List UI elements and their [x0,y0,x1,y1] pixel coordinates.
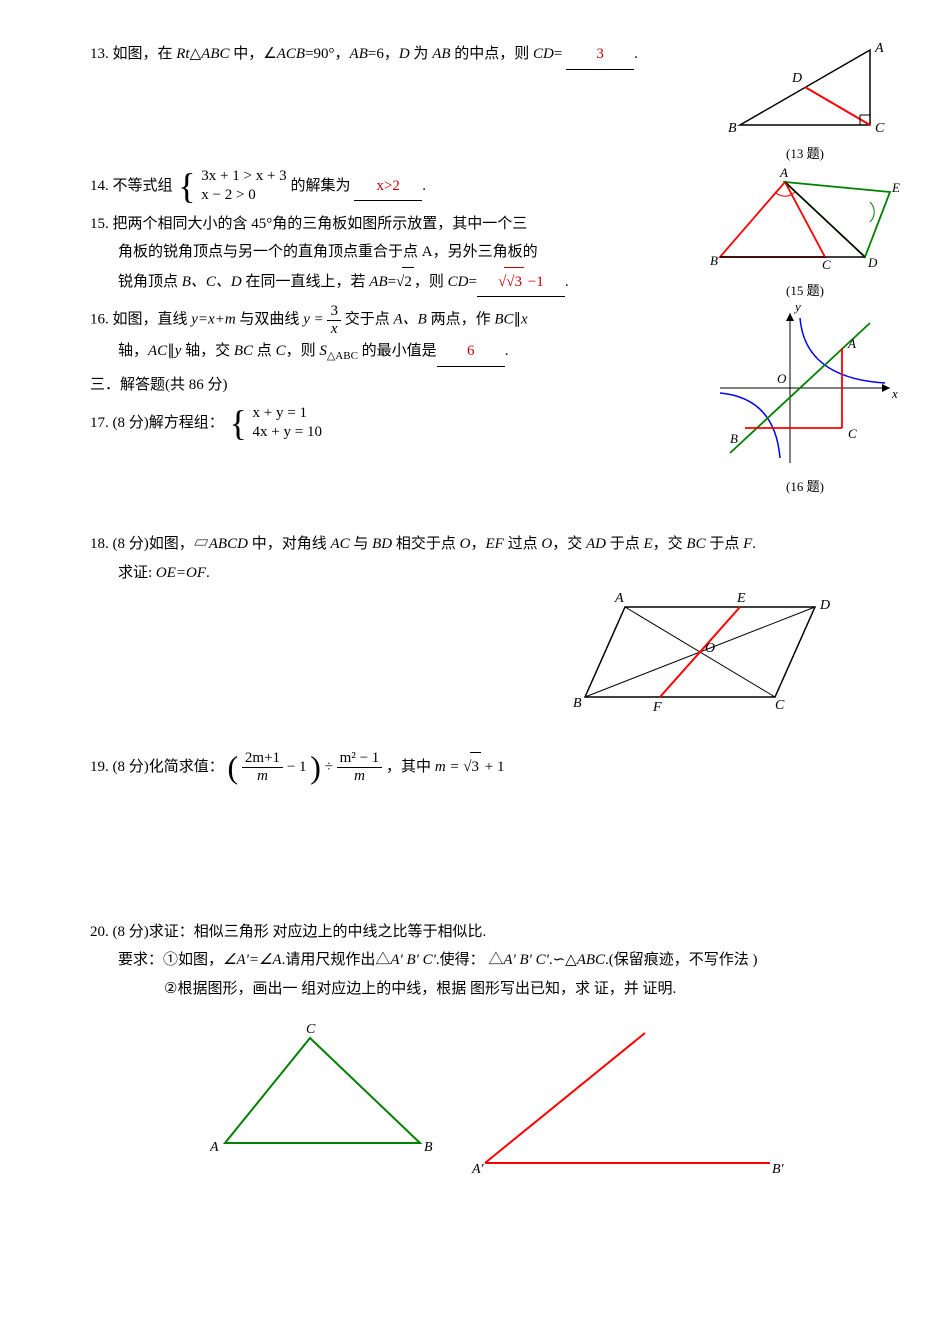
q13-content: 13. 如图，在 Rt△ABC 中，∠ACB=90°，AB=6，D 为 AB 的… [90,40,695,70]
svg-text:B': B' [772,1162,785,1177]
q15-figure: A B C D E (15 题) [705,167,905,304]
q18-figure: A D B C E F O [90,587,845,717]
q14-system: 3x + 1 > x + 3 x − 2 > 0 [201,167,286,206]
q16-content: 16. 如图，直线 y=x+m 与双曲线 y = 3x 交于点 A、B 两点，作… [90,303,695,442]
svg-text:E: E [891,180,900,195]
q16-line2: 轴，AC∥y 轴，交 BC 点 C，则 S△ABC 的最小值是6. [118,343,508,359]
svg-text:C: C [775,698,785,713]
q13-caption: (13 题) [786,142,824,167]
q16-blank: 6 [437,337,505,367]
q15-caption: (15 题) [786,279,824,304]
q13-text: 如图，在 Rt△ABC 中，∠ACB=90°，AB=6，D 为 AB 的中点，则… [113,46,638,62]
q13-svg: A B C D [720,40,890,140]
q16-caption: (16 题) [786,475,824,500]
svg-text:B: B [730,431,738,446]
svg-text:B: B [728,121,737,136]
q20-req: 要求：①如图，∠A'=∠A.请用尺规作出△A' B' C'.使得： △A' B'… [118,952,758,968]
svg-text:D: D [819,598,830,613]
q15-svg: A B C D E [710,167,900,277]
question-18: 18. (8 分)如图，▱ABCD 中，对角线 AC 与 BD 相交于点 O，E… [90,530,905,717]
svg-text:A': A' [471,1162,485,1177]
q14: 14. 不等式组 { 3x + 1 > x + 3 x − 2 > 0 的解集为… [90,167,695,206]
q16-figure: y x O A B C (16 题) [705,303,905,500]
svg-text:x: x [891,386,898,401]
svg-text:O: O [777,371,787,386]
svg-text:A: A [614,591,624,606]
q15-num: 15. [90,216,109,232]
q14-blank: x>2 [354,172,422,202]
question-20: 20. (8 分)求证：相似三角形 对应边上的中线之比等于相似比. 要求：①如图… [90,918,905,1184]
paren-icon: ) [310,749,321,785]
svg-text:A: A [210,1140,219,1155]
svg-text:A: A [779,167,788,180]
q19-num: 19. [90,759,109,775]
svg-text:B: B [710,253,718,268]
svg-text:O: O [705,641,715,656]
q20-figures: A B C A' B' [210,1023,905,1183]
svg-text:D: D [867,255,878,270]
q20-svg-left: A B C [210,1023,440,1163]
svg-text:A: A [847,336,856,351]
q16-num: 16. [90,312,109,328]
brace-icon: { [178,170,195,202]
section-3-heading: 三．解答题(共 86 分) [90,371,695,400]
fraction: 2m+1m [242,750,283,784]
svg-text:C: C [306,1023,316,1037]
q13-num: 13. [90,46,109,62]
q20-num: 20. [90,924,109,940]
q15: 15. 把两个相同大小的含 45°角的三角板如图所示放置，其中一个三 角板的锐角… [90,210,695,298]
q15-blank: √√3 −1 [477,267,565,298]
paren-icon: ( [228,749,239,785]
q14-15-content: 14. 不等式组 { 3x + 1 > x + 3 x − 2 > 0 的解集为… [90,167,695,298]
fraction: m² − 1m [337,750,383,784]
svg-text:B: B [424,1140,433,1155]
svg-text:C: C [875,121,885,136]
svg-text:D: D [791,71,802,86]
fraction: 3x [327,303,341,337]
q18-num: 18. [90,536,109,552]
question-16: 16. 如图，直线 y=x+m 与双曲线 y = 3x 交于点 A、B 两点，作… [90,303,905,500]
svg-text:y: y [793,303,801,314]
svg-text:B: B [573,696,582,711]
q15-line3: 锐角顶点 B、C、D 在同一直线上，若 AB=√2，则 CD=√√3 −1. [118,274,569,290]
q14-num: 14. [90,178,109,194]
svg-text:A: A [874,41,884,56]
q17: 17. (8 分)解方程组： { x + y = 1 4x + y = 10 [90,404,695,443]
q17-num: 17. [90,415,109,431]
svg-text:C: C [848,426,857,441]
q18-svg: A D B C E F O [565,587,845,717]
sqrt-icon: √3 [463,752,481,782]
q13-blank: 3 [566,40,634,70]
question-14-15: 14. 不等式组 { 3x + 1 > x + 3 x − 2 > 0 的解集为… [90,167,905,304]
q17-system: x + y = 1 4x + y = 10 [253,404,322,443]
q13-figure: A B C D (13 题) [705,40,905,167]
q20-req2: ②根据图形，画出一 组对应边上的中线，根据 图形写出已知，求 证，并 证明. [164,981,676,997]
question-13: 13. 如图，在 Rt△ABC 中，∠ACB=90°，AB=6，D 为 AB 的… [90,40,905,167]
q18-prove: 求证: OE=OF. [118,565,210,581]
svg-text:E: E [736,591,746,606]
q20-svg-right: A' B' [470,1023,790,1183]
svg-text:C: C [822,257,831,272]
question-19: 19. (8 分)化简求值： ( 2m+1m − 1 ) ÷ m² − 1m ，… [90,737,905,798]
sqrt-icon: √2 [396,267,414,297]
q16-svg: y x O A B C [710,303,900,473]
brace-icon: { [230,407,247,439]
svg-text:F: F [652,700,662,715]
